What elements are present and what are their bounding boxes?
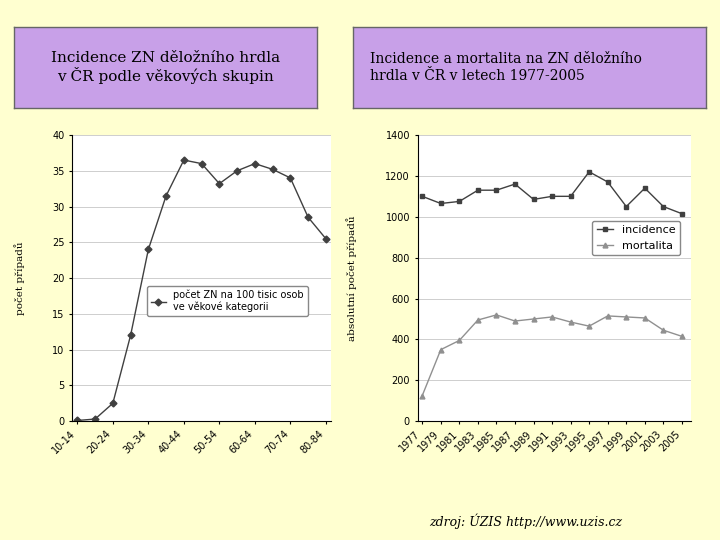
Y-axis label: počet případů: počet případů (14, 241, 25, 315)
Text: Incidence ZN děložního hrdla
v ČR podle věkových skupin: Incidence ZN děložního hrdla v ČR podle … (51, 51, 280, 84)
Text: zdroj: ÚZIS http://www.uzis.cz: zdroj: ÚZIS http://www.uzis.cz (429, 514, 622, 529)
Text: Incidence a mortalita na ZN děložního
hrdla v ČR v letech 1977-2005: Incidence a mortalita na ZN děložního hr… (371, 52, 642, 83)
Legend: incidence, mortalita: incidence, mortalita (592, 221, 680, 255)
Legend: počet ZN na 100 tisic osob
ve věkové kategorii: počet ZN na 100 tisic osob ve věkové kat… (147, 286, 308, 316)
Y-axis label: absolutní počet případů: absolutní počet případů (346, 215, 357, 341)
